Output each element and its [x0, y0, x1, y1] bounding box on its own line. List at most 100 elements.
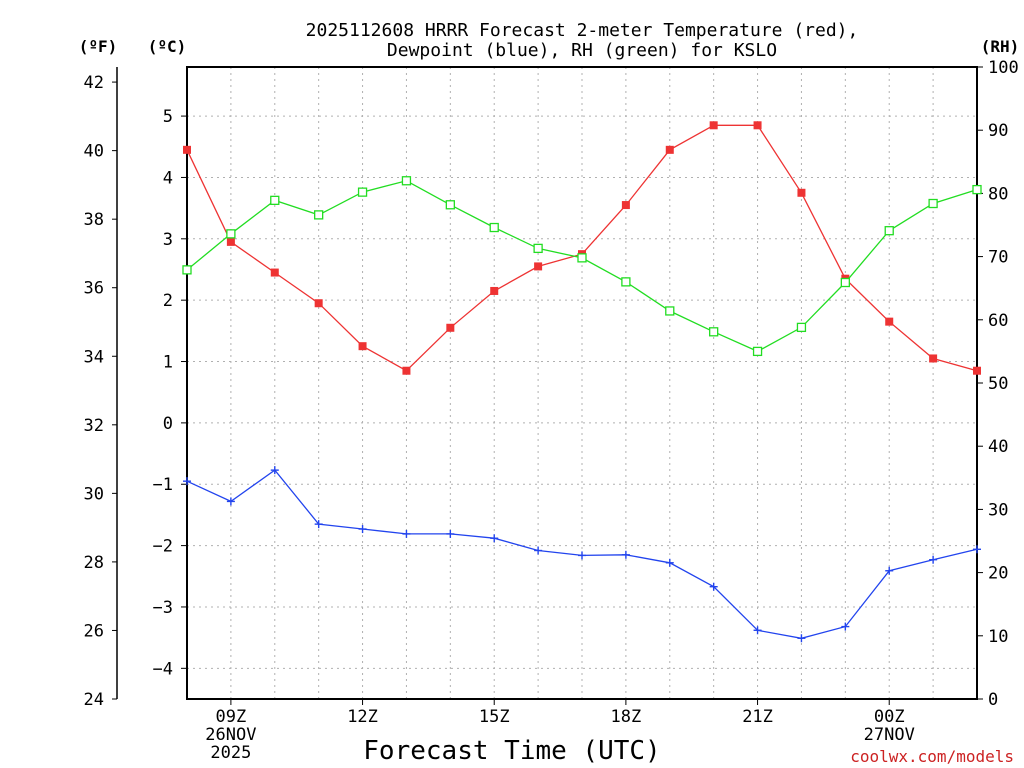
rh-point	[182, 265, 192, 275]
rh-point	[796, 322, 807, 333]
temperature-point	[314, 299, 323, 308]
celsius-tick-label: −2	[153, 537, 173, 557]
x-tick-label: 12Z	[347, 707, 378, 727]
dewpoint-point	[314, 520, 323, 529]
rh-tick-label: 60	[988, 311, 1008, 331]
rh-point	[357, 187, 368, 197]
dewpoint-point	[490, 534, 499, 543]
x-tick-label: 00Z	[874, 707, 905, 727]
temperature-point	[797, 188, 806, 197]
dewpoint-point	[621, 550, 630, 559]
fahrenheit-tick-label: 34	[84, 347, 104, 367]
rh-axis-label: (RH)	[981, 37, 1020, 56]
chart-title-line2: Dewpoint (blue), RH (green) for KSLO	[387, 40, 777, 61]
temperature-point	[446, 323, 455, 332]
rh-point	[489, 222, 499, 233]
celsius-tick-label: 0	[163, 414, 173, 434]
rh-tick-label: 90	[988, 121, 1008, 141]
temperature-point	[183, 145, 191, 154]
dewpoint-point	[226, 497, 235, 506]
rh-point	[665, 306, 675, 316]
temperature-point	[621, 201, 630, 210]
rh-tick-label: 10	[988, 627, 1008, 647]
tick-labels: 543210−1−2−3−442403836343230282624100908…	[84, 58, 1019, 763]
fahrenheit-tick-label: 38	[84, 210, 104, 230]
temperature-point	[929, 354, 938, 363]
celsius-axis-label: (ºC)	[148, 37, 187, 56]
rh-point	[709, 327, 719, 337]
dewpoint-point	[753, 626, 762, 635]
x-tick-label: 21Z	[742, 707, 773, 727]
dewpoint-point	[885, 566, 894, 575]
rh-tick-label: 20	[988, 564, 1008, 584]
rh-tick-label: 40	[988, 437, 1008, 457]
fahrenheit-tick-label: 28	[84, 553, 104, 573]
dewpoint-point	[402, 529, 411, 538]
rh-point	[840, 277, 850, 288]
rh-point	[621, 277, 631, 287]
rh-tick-label: 70	[988, 248, 1008, 268]
rh-point	[752, 346, 763, 357]
rh-tick-label: 30	[988, 500, 1008, 520]
rh-tick-label: 0	[988, 690, 998, 710]
temperature-point	[270, 268, 279, 277]
plot-frame	[186, 66, 978, 700]
temperature-point	[665, 145, 674, 154]
dewpoint-point	[929, 555, 938, 564]
data-series	[182, 121, 982, 643]
credit-link[interactable]: coolwx.com/models	[850, 747, 1014, 766]
temperature-point	[973, 366, 981, 375]
fahrenheit-axis-label: (ºF)	[79, 37, 118, 56]
dewpoint-point	[973, 545, 981, 554]
rh-point	[533, 243, 543, 254]
rh-point	[226, 229, 236, 239]
dewpoint-point	[446, 529, 455, 538]
fahrenheit-tick-label: 40	[84, 142, 104, 162]
grid-lines	[187, 67, 977, 699]
fahrenheit-tick-label: 36	[84, 279, 104, 299]
temperature-point	[226, 237, 235, 246]
rh-point	[445, 200, 455, 210]
dewpoint-point	[797, 634, 806, 643]
rh-point	[972, 184, 982, 195]
x-tick-label: 27NOV	[864, 725, 915, 745]
chart-title-line1: 2025112608 HRRR Forecast 2-meter Tempera…	[306, 20, 859, 41]
rh-tick-label: 80	[988, 184, 1008, 204]
rh-point	[314, 210, 324, 220]
axes	[112, 66, 983, 705]
dewpoint-point	[665, 558, 674, 567]
x-tick-label: 18Z	[611, 707, 642, 727]
x-tick-label: 26NOV	[205, 725, 256, 745]
rh-point	[401, 176, 412, 186]
celsius-tick-label: 3	[163, 230, 173, 250]
rh-point	[928, 198, 938, 209]
temperature-point	[709, 121, 718, 130]
celsius-tick-label: 1	[163, 353, 173, 373]
dewpoint-point	[841, 622, 850, 631]
celsius-tick-label: −1	[153, 475, 173, 495]
dewpoint-point	[183, 477, 191, 486]
fahrenheit-tick-label: 30	[84, 484, 104, 504]
celsius-tick-label: 4	[163, 168, 173, 188]
fahrenheit-tick-label: 24	[84, 690, 104, 710]
celsius-tick-label: −4	[153, 659, 173, 679]
rh-tick-label: 100	[988, 58, 1019, 78]
fahrenheit-tick-label: 42	[84, 73, 104, 93]
dewpoint-point	[534, 546, 543, 555]
celsius-tick-label: 2	[163, 291, 173, 311]
rh-tick-label: 50	[988, 374, 1008, 394]
dewpoint-point	[578, 551, 586, 560]
temperature-point	[534, 262, 543, 271]
celsius-tick-label: 5	[163, 107, 173, 127]
rh-point	[884, 226, 894, 236]
celsius-tick-label: −3	[153, 598, 173, 618]
dewpoint-point	[358, 525, 367, 534]
x-tick-label: 2025	[210, 743, 251, 763]
fahrenheit-tick-label: 26	[84, 621, 104, 641]
temperature-point	[402, 366, 411, 375]
dewpoint-point	[709, 582, 718, 591]
x-axis-title: Forecast Time (UTC)	[363, 736, 660, 766]
temperature-point	[885, 317, 894, 326]
temperature-point	[753, 121, 762, 130]
rh-point	[270, 195, 280, 206]
